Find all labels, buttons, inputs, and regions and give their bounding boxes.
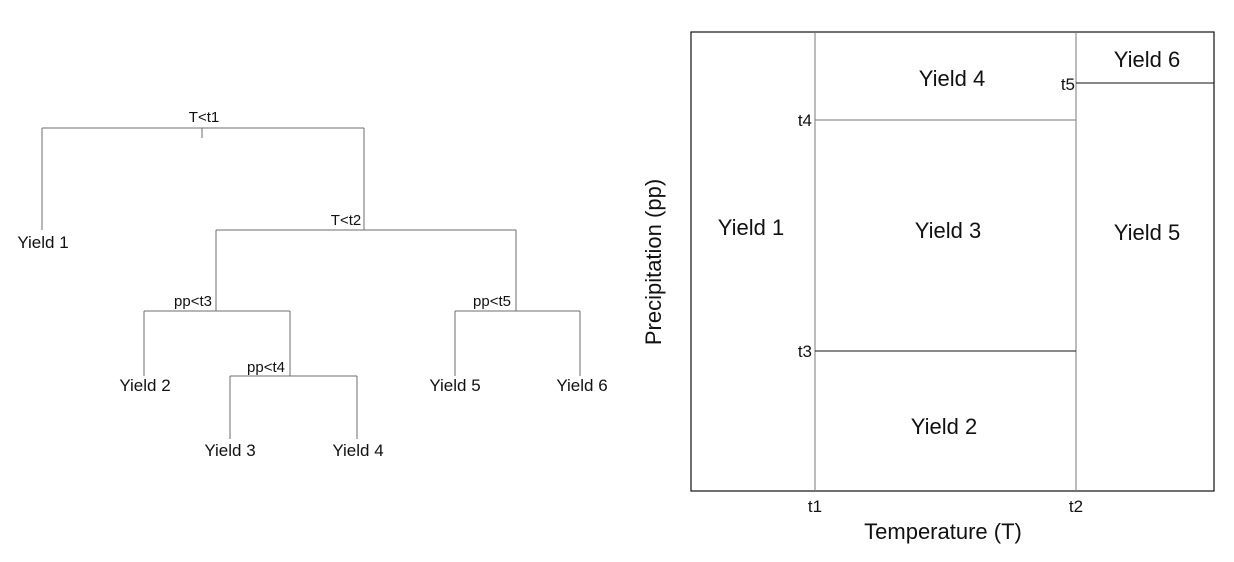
tree-leaf-yield-5: Yield 5 [429,376,480,395]
region-label-yield-3: Yield 3 [915,218,981,243]
partition-frame [690,31,1215,492]
region-label-yield-5: Yield 5 [1114,220,1180,245]
tree-leaf-yield-3: Yield 3 [204,441,255,460]
tree-split-label-t2: T<t2 [331,212,361,229]
partition-plot: Yield 1 Yield 2 Yield 3 Yield 4 Yield 5 … [641,31,1215,544]
x-axis-label: Temperature (T) [864,519,1022,544]
tree-leaf-yield-4: Yield 4 [332,441,383,460]
tree-split-label-t4: pp<t4 [247,359,285,376]
tick-label-t4: t4 [798,111,812,130]
tree-leaf-yield-6: Yield 6 [556,376,607,395]
region-label-yield-2: Yield 2 [911,414,977,439]
tree-leaf-yield-1: Yield 1 [17,233,68,252]
tree-split-label-t5: pp<t5 [473,293,511,310]
region-label-yield-1: Yield 1 [718,215,784,240]
tick-label-t2: t2 [1069,497,1083,516]
decision-tree: T<t1 T<t2 pp<t3 pp<t4 pp<t5 Yield 1 Yiel… [17,109,607,460]
region-label-yield-6: Yield 6 [1114,47,1180,72]
tick-label-t3: t3 [798,342,812,361]
tree-split-label-root: T<t1 [189,109,219,126]
tick-label-t5: t5 [1061,75,1075,94]
tree-leaf-yield-2: Yield 2 [119,376,170,395]
y-axis-label: Precipitation (pp) [641,179,666,345]
tree-split-label-t3: pp<t3 [174,293,212,310]
region-label-yield-4: Yield 4 [919,66,985,91]
tick-label-t1: t1 [808,497,822,516]
